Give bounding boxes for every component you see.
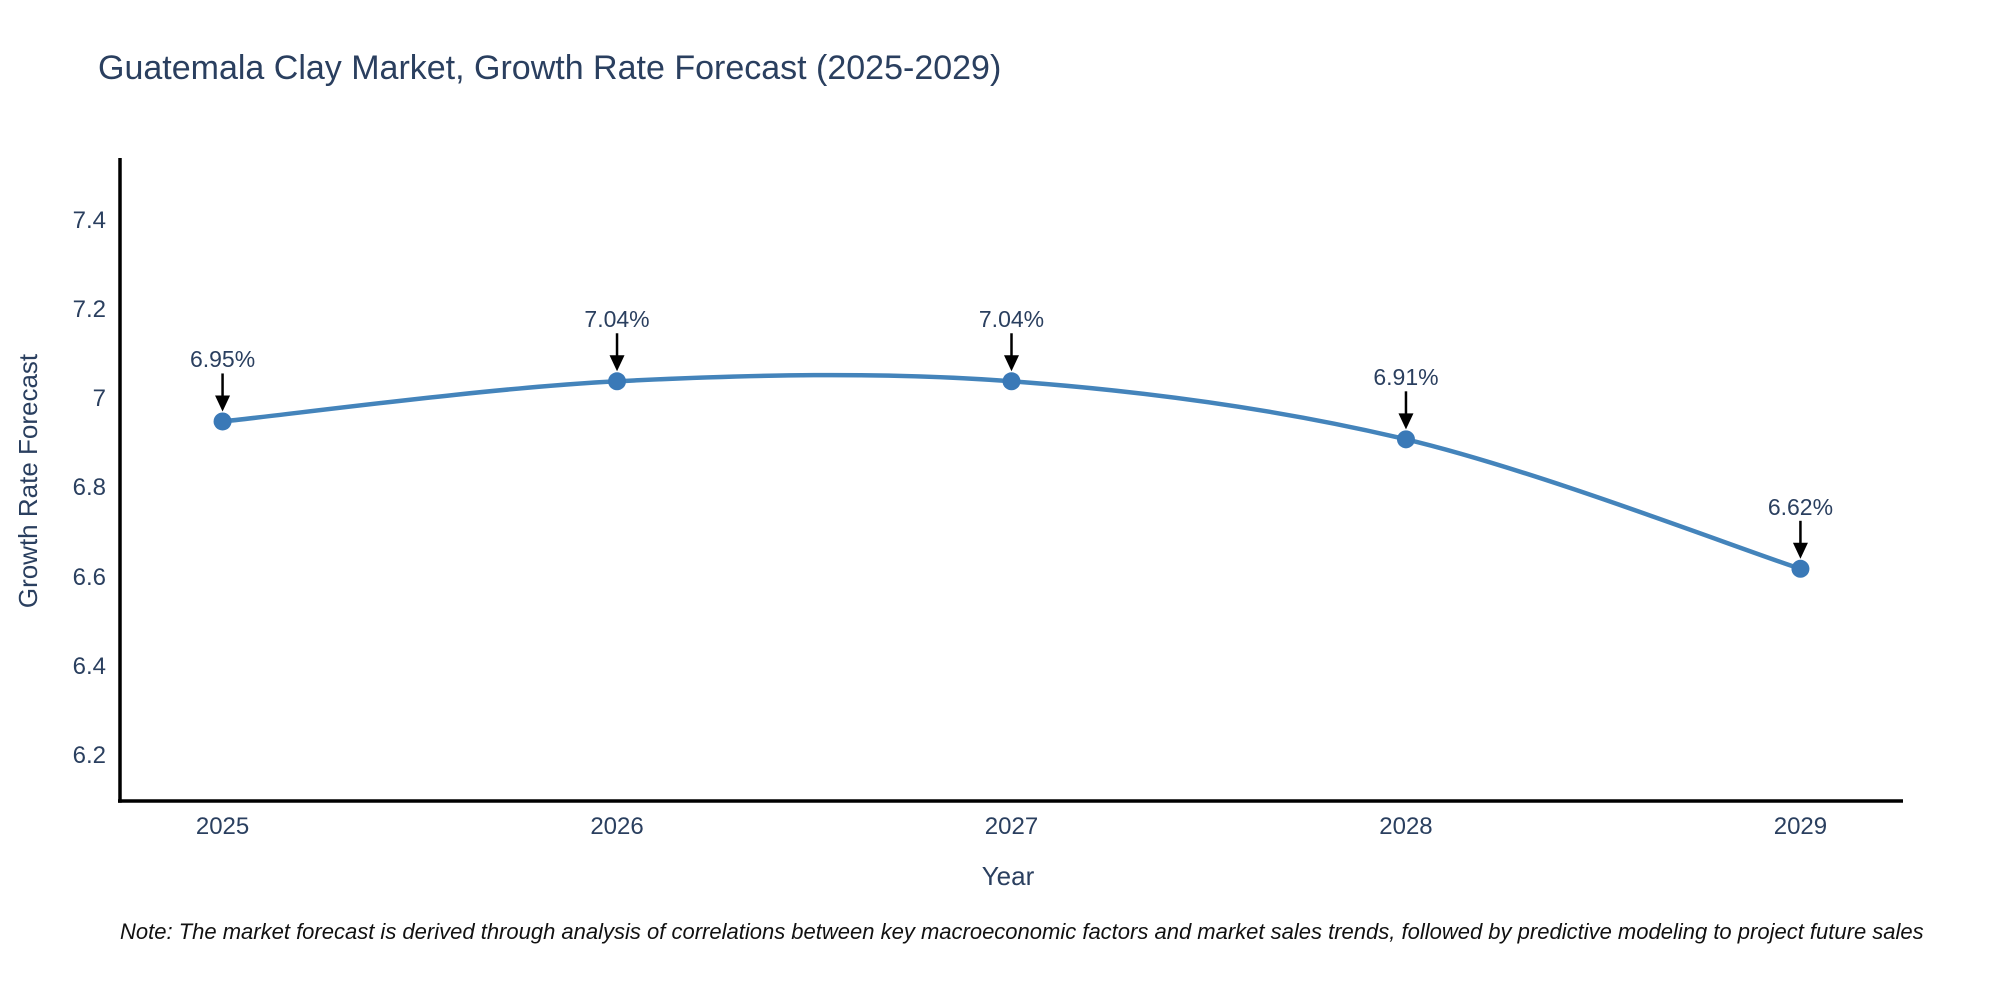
annotation-arrow-head <box>1398 413 1414 430</box>
x-tick-label: 2028 <box>1379 813 1433 840</box>
y-tick-label: 6.6 <box>72 563 106 591</box>
x-tick-label: 2029 <box>1773 813 1828 840</box>
data-point-marker <box>213 412 232 431</box>
annotation-arrow-head <box>609 355 625 372</box>
annotation-arrow-head <box>1004 355 1019 372</box>
point-annotation: 6.62% <box>1767 493 1834 520</box>
data-point-marker <box>608 372 627 391</box>
point-annotation: 7.04% <box>584 306 650 333</box>
x-tick-label: 2027 <box>984 813 1039 840</box>
y-tick-label: 7 <box>92 385 106 413</box>
y-tick-label: 6.4 <box>72 653 106 681</box>
y-tick-label: 7.2 <box>72 295 106 323</box>
point-annotation: 6.91% <box>1373 364 1439 391</box>
x-axis-title: Year <box>981 861 1035 891</box>
data-point-marker <box>1396 430 1415 449</box>
y-tick-label: 6.2 <box>72 742 106 770</box>
annotation-arrow-head <box>1792 542 1808 559</box>
point-annotation: 7.04% <box>978 306 1045 333</box>
point-annotation: 6.95% <box>189 346 256 373</box>
data-point-marker <box>1791 559 1810 578</box>
trend-line <box>220 372 1803 572</box>
y-axis-title: Growth Rate Forecast <box>13 353 43 609</box>
footnote: Note: The market forecast is derived thr… <box>120 919 1924 944</box>
x-tick-label: 2025 <box>195 813 250 840</box>
chart-title: Guatemala Clay Market, Growth Rate Forec… <box>98 49 1002 87</box>
y-tick-label: 6.8 <box>72 474 106 502</box>
data-point-marker <box>1002 372 1021 391</box>
annotation-arrow-head <box>215 395 231 412</box>
x-tick-label: 2026 <box>590 813 644 840</box>
y-tick-label: 7.4 <box>72 206 106 234</box>
